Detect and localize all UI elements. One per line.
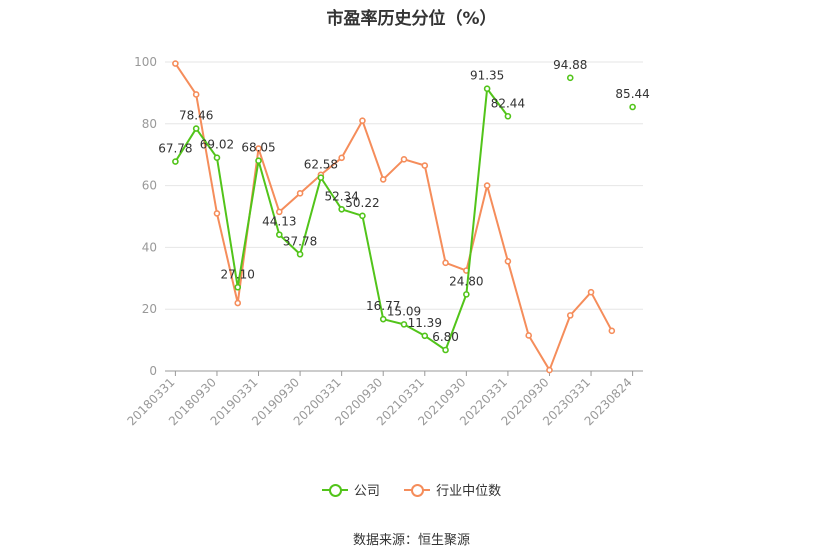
y-tick-label: 100	[134, 55, 157, 69]
company-data-label: 50.22	[345, 196, 379, 210]
company-data-point	[629, 103, 636, 111]
y-tick-label: 40	[142, 240, 157, 254]
company-data-point	[566, 74, 574, 82]
industry-data-point	[483, 182, 491, 189]
industry-data-point	[400, 156, 408, 163]
industry-data-point	[276, 208, 283, 216]
company-data-label: 69.02	[200, 138, 234, 152]
industry-data-point	[192, 91, 200, 98]
industry-data-point	[587, 288, 595, 296]
company-data-point	[255, 157, 262, 165]
legend-item-industry[interactable]: 行业中位数	[404, 480, 501, 499]
company-data-label: 24.80	[449, 274, 483, 288]
industry-data-point	[442, 259, 449, 267]
company-data-point	[234, 283, 242, 291]
chart-title: 市盈率历史分位（%）	[326, 9, 497, 29]
company-data-label: 16.77	[366, 299, 400, 313]
industry-data-point	[608, 327, 616, 335]
company-data-label: 37.78	[283, 234, 317, 248]
legend-item-company[interactable]: 公司	[321, 480, 380, 499]
industry-data-point	[379, 176, 387, 183]
chart-legend: 公司 行业中位数	[0, 480, 823, 501]
company-data-label: 11.39	[408, 316, 442, 330]
company-data-label: 6.80	[432, 330, 459, 344]
company-data-label: 94.88	[553, 58, 587, 72]
company-data-point	[483, 85, 491, 93]
company-data-label: 15.09	[387, 304, 421, 318]
company-data-point	[213, 154, 221, 162]
legend-industry-label: 行业中位数	[436, 484, 502, 499]
company-data-point	[296, 250, 304, 258]
y-tick-label: 0	[149, 364, 157, 378]
company-data-label: 85.44	[615, 87, 649, 101]
company-series-line	[174, 87, 509, 351]
company-data-label: 27.10	[221, 267, 255, 281]
industry-data-point	[504, 258, 512, 265]
legend-company-swatch	[321, 483, 348, 497]
y-tick-label: 60	[142, 179, 157, 193]
company-data-point	[442, 346, 449, 354]
industry-series-line	[174, 62, 613, 372]
industry-data-point	[172, 60, 179, 67]
legend-industry-swatch	[404, 483, 431, 497]
legend-company-label: 公司	[353, 484, 380, 499]
company-data-point	[192, 125, 200, 132]
company-data-point	[463, 291, 470, 298]
industry-data-point	[525, 332, 532, 339]
industry-data-point	[359, 117, 366, 125]
company-data-label: 44.13	[262, 215, 296, 229]
company-data-point	[317, 174, 325, 181]
industry-data-point	[421, 162, 429, 169]
company-data-label: 52.34	[324, 189, 358, 203]
company-data-point	[504, 112, 512, 120]
industry-data-point	[213, 210, 221, 217]
industry-data-point	[296, 190, 304, 197]
company-data-label: 68.05	[241, 141, 275, 155]
company-data-point	[400, 321, 408, 328]
company-data-point	[276, 231, 283, 238]
industry-data-point	[255, 145, 262, 152]
industry-data-point	[338, 154, 345, 162]
company-data-point	[421, 332, 429, 340]
company-data-label: 62.58	[304, 158, 338, 172]
industry-data-point	[546, 366, 553, 374]
company-data-label: 78.46	[179, 109, 213, 123]
company-data-label: 67.78	[158, 142, 192, 156]
company-data-label: 91.35	[470, 69, 504, 83]
industry-data-point	[234, 299, 242, 307]
y-tick-label: 20	[142, 302, 157, 316]
company-data-point	[379, 315, 387, 323]
industry-data-point	[566, 312, 574, 319]
company-data-point	[359, 212, 366, 220]
company-data-point	[172, 158, 179, 165]
y-tick-label: 80	[142, 117, 157, 131]
company-data-label: 82.44	[491, 96, 525, 110]
data-source: 数据来源：恒生聚源	[352, 533, 470, 548]
company-data-point	[338, 205, 345, 213]
